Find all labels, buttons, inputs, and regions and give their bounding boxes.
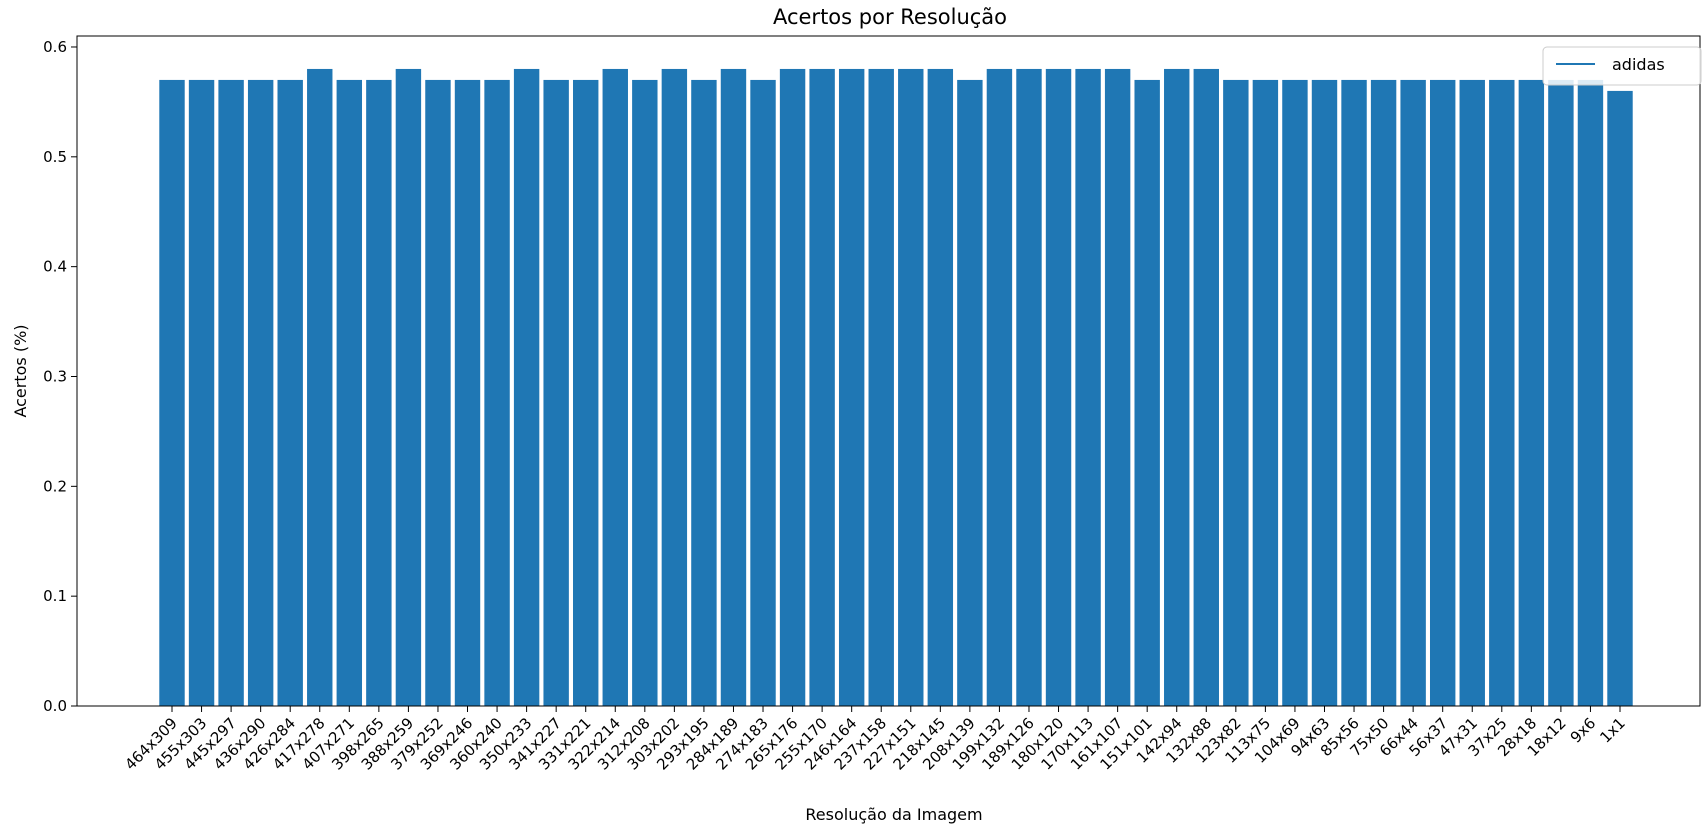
- bar-388x259: [395, 68, 422, 707]
- bar-9x6: [1577, 79, 1604, 706]
- bars-group: [159, 68, 1633, 707]
- y-tick-label: 0.2: [43, 477, 67, 495]
- bar-199x132: [986, 68, 1013, 707]
- x-axis: 464x309455x303445x297436x290426x284417x2…: [121, 706, 1629, 774]
- x-tick-label: 9x6: [1567, 714, 1600, 747]
- y-tick-label: 0.4: [43, 258, 67, 276]
- bar-350x233: [513, 68, 540, 707]
- bar-132x88: [1193, 68, 1219, 707]
- bar-426x284: [277, 79, 303, 706]
- bar-407x271: [336, 79, 363, 706]
- legend-box: [1542, 46, 1702, 86]
- bar-237x158: [868, 68, 894, 707]
- bar-18x12: [1548, 79, 1574, 706]
- y-tick-label: 0.3: [43, 367, 67, 385]
- bar-142x94: [1164, 68, 1190, 707]
- y-axis: 0.0 0.1 0.2 0.3 0.4 0.5 0.6: [43, 38, 77, 715]
- y-tick-label: 0.1: [43, 587, 67, 605]
- bar-1x1: [1607, 90, 1633, 706]
- bar-85x56: [1341, 79, 1367, 706]
- x-axis-label: Resolução da Imagem: [805, 805, 982, 824]
- bar-94x63: [1311, 79, 1338, 706]
- bar-284x189: [720, 68, 747, 707]
- bar-436x290: [247, 79, 274, 706]
- bar-28x18: [1518, 79, 1545, 706]
- bar-151x101: [1134, 79, 1160, 706]
- bar-341x227: [543, 79, 569, 706]
- bar-104x69: [1282, 79, 1308, 706]
- y-tick-label: 0.6: [43, 38, 67, 56]
- bar-293x195: [691, 79, 717, 706]
- y-axis-label: Acertos (%): [11, 324, 30, 417]
- bar-369x246: [454, 79, 481, 706]
- legend-label: adidas: [1612, 55, 1665, 74]
- bar-189x126: [1016, 68, 1042, 707]
- bar-331x221: [573, 79, 599, 706]
- bar-398x265: [366, 79, 392, 706]
- bar-47x31: [1459, 79, 1485, 706]
- bar-218x145: [927, 68, 954, 707]
- bar-75x50: [1370, 79, 1397, 706]
- bar-360x240: [484, 79, 510, 706]
- bar-37x25: [1489, 79, 1515, 706]
- bar-227x151: [898, 68, 924, 707]
- bar-312x208: [632, 79, 658, 706]
- bar-246x164: [838, 68, 865, 707]
- y-tick-label: 0.0: [43, 697, 67, 715]
- bar-180x120: [1045, 68, 1072, 707]
- chart-title: Acertos por Resolução: [773, 5, 1007, 29]
- bar-322x214: [602, 68, 628, 707]
- bar-464x309: [159, 79, 185, 706]
- bar-417x278: [307, 68, 333, 707]
- y-tick-label: 0.5: [43, 148, 67, 166]
- bar-303x202: [661, 68, 688, 707]
- bar-161x107: [1104, 68, 1131, 707]
- bar-455x303: [188, 79, 215, 706]
- bar-208x139: [957, 79, 983, 706]
- bar-265x176: [779, 68, 806, 707]
- bar-66x44: [1400, 79, 1426, 706]
- bar-113x75: [1252, 79, 1279, 706]
- bar-56x37: [1429, 79, 1456, 706]
- bar-255x170: [809, 68, 835, 707]
- plot-frame: [76, 35, 1701, 707]
- bar-379x252: [425, 79, 451, 706]
- bar-445x297: [218, 79, 244, 706]
- bar-274x183: [750, 79, 776, 706]
- x-tick-label: 1x1: [1596, 714, 1629, 747]
- bar-123x82: [1223, 79, 1249, 706]
- bar-170x113: [1075, 68, 1101, 707]
- legend: adidas: [1542, 46, 1702, 86]
